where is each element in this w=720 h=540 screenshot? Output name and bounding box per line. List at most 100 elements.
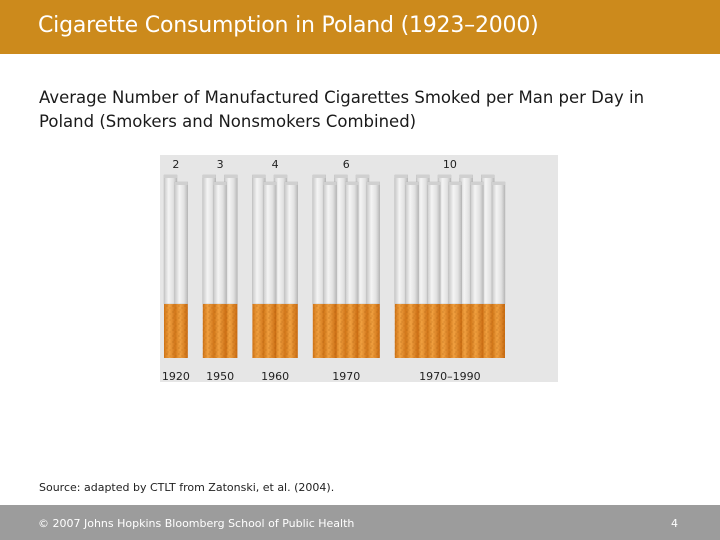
cigarette-mark: [344, 181, 359, 358]
cigarette-mark: [355, 174, 370, 358]
category-label: 1950: [206, 370, 234, 383]
category-label: 1920: [162, 370, 190, 383]
value-label: 3: [217, 158, 224, 171]
cigarette-mark: [202, 174, 216, 358]
cigarette-filter-speckle: [459, 304, 473, 358]
cigarette-mark: [224, 174, 238, 358]
cigarette-mark: [366, 181, 381, 358]
cigarette-paper: [427, 181, 441, 305]
cigarette-tip: [459, 175, 473, 178]
cigarette-filter-speckle: [427, 304, 441, 358]
cigarette-tip: [405, 182, 419, 185]
cigarette-tip: [334, 175, 348, 178]
cigarette-tip: [263, 182, 277, 185]
cigarette-filter-speckle: [164, 304, 177, 358]
cigarette-tip: [284, 182, 298, 185]
cigarette-chart: 2 1920 3 1950 4 1960 6 1970 10 1970–1990: [160, 155, 558, 383]
cigarette-paper: [262, 181, 277, 305]
cigarette-filter-speckle: [366, 304, 380, 358]
cigarette-tip: [448, 182, 462, 185]
cigarette-filter-speckle: [323, 304, 337, 358]
cigarette-paper: [344, 181, 359, 305]
cigarette-paper: [284, 181, 299, 305]
cigarette-mark: [273, 174, 288, 358]
cigarette-filter-speckle: [252, 304, 266, 358]
cigarette-filter-speckle: [174, 304, 188, 358]
cigarette-filter-speckle: [356, 304, 369, 358]
cigarette-tip: [213, 182, 227, 185]
cigarette-tip: [416, 175, 430, 178]
category-label: 1970: [332, 370, 360, 383]
cigarette-tip: [470, 182, 484, 185]
cigarette-filter-speckle: [470, 304, 484, 358]
cigarette-mark: [448, 181, 462, 358]
cigarette-filter-speckle: [224, 304, 238, 358]
cigarette-tip: [202, 175, 216, 178]
cigarette-tip: [252, 175, 266, 178]
cigarette-filter-speckle: [274, 304, 287, 358]
cigarette-paper: [470, 181, 484, 305]
cigarette-filter-speckle: [334, 304, 348, 358]
cigarette-mark: [416, 174, 430, 358]
cigarette-paper: [174, 181, 189, 305]
cigarette-filter-speckle: [492, 304, 505, 358]
cigarette-tip: [394, 175, 408, 178]
cigarette-paper: [323, 181, 337, 305]
copyright-text: © 2007 Johns Hopkins Bloomberg School of…: [38, 517, 355, 530]
cigarette-paper: [213, 181, 227, 305]
cigarette-tip: [427, 182, 441, 185]
cigarette-tip: [345, 182, 359, 185]
cigarette-paper: [405, 181, 419, 305]
cigarette-filter-speckle: [481, 304, 495, 358]
cigarette-mark: [405, 181, 419, 358]
title-bar: Cigarette Consumption in Poland (1923–20…: [0, 0, 720, 54]
cigarette-filter-speckle: [284, 304, 298, 358]
cigarette-mark: [491, 181, 506, 358]
cigarette-group-1970: 6 1970: [312, 158, 381, 383]
cigarette-tip: [323, 182, 337, 185]
cigarette-mark: [323, 181, 337, 358]
cigarette-filter-speckle: [263, 304, 277, 358]
cigarette-mark: [334, 174, 348, 358]
cigarette-group-1970–1990: 10 1970–1990: [394, 158, 506, 383]
cigarette-paper: [366, 181, 381, 305]
cigarette-mark: [459, 174, 473, 358]
category-label: 1960: [261, 370, 289, 383]
cigarette-group-1960: 4 1960: [252, 158, 299, 383]
cigarette-mark: [284, 181, 299, 358]
cigarette-filter-speckle: [416, 304, 430, 358]
cigarette-filter-speckle: [448, 304, 462, 358]
cigarette-tip: [224, 175, 238, 178]
cigarette-tip: [481, 175, 495, 178]
value-label: 4: [272, 158, 279, 171]
chart-subtitle: Average Number of Manufactured Cigarette…: [39, 88, 645, 131]
source-note: Source: adapted by CTLT from Zatonski, e…: [39, 481, 335, 494]
category-label: 1970–1990: [419, 370, 481, 383]
page-number: 4: [671, 517, 678, 530]
cigarette-paper: [491, 181, 506, 305]
cigarette-mark: [213, 181, 227, 358]
cigarette-filter-speckle: [202, 304, 216, 358]
cigarette-filter-speckle: [394, 304, 408, 358]
cigarette-filter-speckle: [312, 304, 326, 358]
cigarette-filter-speckle: [345, 304, 359, 358]
cigarette-mark: [252, 174, 266, 358]
cigarette-filter-speckle: [438, 304, 451, 358]
cigarette-tip: [174, 182, 188, 185]
cigarette-filter-speckle: [213, 304, 227, 358]
cigarette-mark: [481, 174, 495, 358]
value-label: 2: [172, 158, 179, 171]
cigarette-tip: [438, 175, 451, 178]
value-label: 6: [343, 158, 350, 171]
cigarette-tip: [492, 182, 505, 185]
cigarette-mark: [262, 181, 277, 358]
cigarette-mark: [427, 181, 441, 358]
cigarette-group-1920: 2 1920: [162, 158, 190, 383]
cigarette-tip: [274, 175, 287, 178]
slide-title: Cigarette Consumption in Poland (1923–20…: [38, 13, 539, 38]
footer-bar: © 2007 Johns Hopkins Bloomberg School of…: [0, 505, 720, 540]
cigarette-paper: [448, 181, 462, 305]
cigarette-mark: [312, 174, 327, 358]
cigarette-tip: [312, 175, 326, 178]
cigarette-group-1950: 3 1950: [202, 158, 238, 383]
